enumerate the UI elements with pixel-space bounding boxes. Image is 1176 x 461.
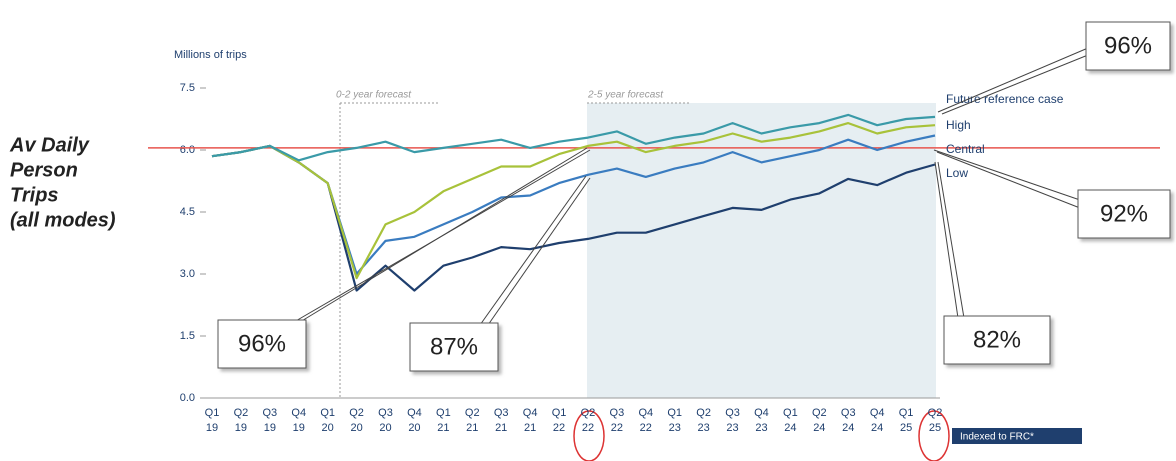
callout-text: 96%	[1104, 32, 1152, 59]
x-tick-label: Q3 20	[378, 407, 393, 434]
y-tick-label: 6.0	[180, 144, 195, 156]
callout-text: 87%	[430, 333, 478, 360]
callout-pointer	[293, 149, 591, 323]
legend-label: Future reference case	[946, 92, 1064, 106]
x-tick-label: Q1 19	[205, 407, 220, 434]
callout-pointer	[936, 151, 1081, 209]
note-box	[952, 428, 1082, 444]
x-tick-label: Q4 22	[638, 407, 653, 434]
y-tick-label: 0.0	[180, 392, 195, 404]
x-tick-label: Q2 23	[696, 407, 711, 434]
callout-box	[217, 319, 307, 369]
x-tick-label: Q4 24	[870, 407, 885, 434]
callout-pointer	[941, 54, 1089, 115]
y-tick-label: 7.5	[180, 82, 195, 94]
highlight	[918, 410, 950, 461]
callout-pointer	[933, 149, 1081, 201]
x-tick-label: Q4 20	[407, 407, 422, 434]
callout-box	[409, 322, 499, 372]
x-tick-label: Q3 22	[610, 407, 625, 434]
x-tick-label: Q4 21	[523, 407, 538, 434]
y-tick-label: 3.0	[180, 268, 195, 280]
x-tick-label: Q2 24	[812, 407, 827, 434]
callout-box	[943, 315, 1051, 365]
x-tick-label: Q2 25	[928, 407, 943, 434]
x-tick-label: Q1 23	[667, 407, 682, 434]
callout-text: 96%	[238, 330, 286, 357]
x-tick-label: Q3 24	[841, 407, 856, 434]
legend-label: Central	[946, 142, 985, 156]
y-tick-label: 4.5	[180, 206, 195, 218]
callout-pointer	[479, 175, 587, 326]
x-tick-label: Q2 22	[581, 407, 596, 434]
side-label: Av Daily	[9, 134, 90, 156]
x-tick-label: Q1 21	[436, 407, 451, 434]
callout-pointer	[937, 161, 965, 319]
x-tick-label: Q3 23	[725, 407, 740, 434]
callout-box	[1077, 189, 1171, 239]
callout-text: 92%	[1100, 200, 1148, 227]
callout-pointer	[934, 161, 959, 319]
x-tick-label: Q1 25	[899, 407, 914, 434]
callout-pointer	[487, 177, 591, 326]
side-label: Person	[10, 159, 78, 181]
x-tick-label: Q2 19	[234, 407, 249, 434]
x-tick-label: Q4 23	[754, 407, 769, 434]
series-line	[211, 122, 936, 280]
series-line	[211, 113, 936, 162]
x-tick-label: Q1 24	[783, 407, 798, 434]
x-tick-label: Q4 19	[291, 407, 306, 434]
y-tick-label: 1.5	[180, 330, 195, 342]
callout-text: 82%	[973, 326, 1021, 353]
x-tick-label: Q2 21	[465, 407, 480, 434]
legend-label: High	[946, 118, 971, 132]
x-tick-label: Q1 22	[552, 407, 567, 434]
callout-pointer	[937, 47, 1089, 113]
annotation: Indexed to FRC*	[960, 432, 1034, 443]
side-label: Trips	[10, 184, 59, 206]
legend-label: Low	[946, 166, 968, 180]
annotation: 2-5 year forecast	[587, 90, 664, 101]
annotation: 0-2 year forecast	[336, 90, 412, 101]
x-tick-label: Q2 20	[349, 407, 364, 434]
callout-box	[1085, 21, 1171, 71]
x-tick-label: Q3 19	[262, 407, 277, 434]
x-tick-label: Q1 20	[320, 407, 335, 434]
highlight	[573, 410, 605, 461]
x-tick-label: Q3 21	[494, 407, 509, 434]
side-label: (all modes)	[10, 209, 116, 231]
y-axis-label: Millions of trips	[174, 49, 247, 61]
